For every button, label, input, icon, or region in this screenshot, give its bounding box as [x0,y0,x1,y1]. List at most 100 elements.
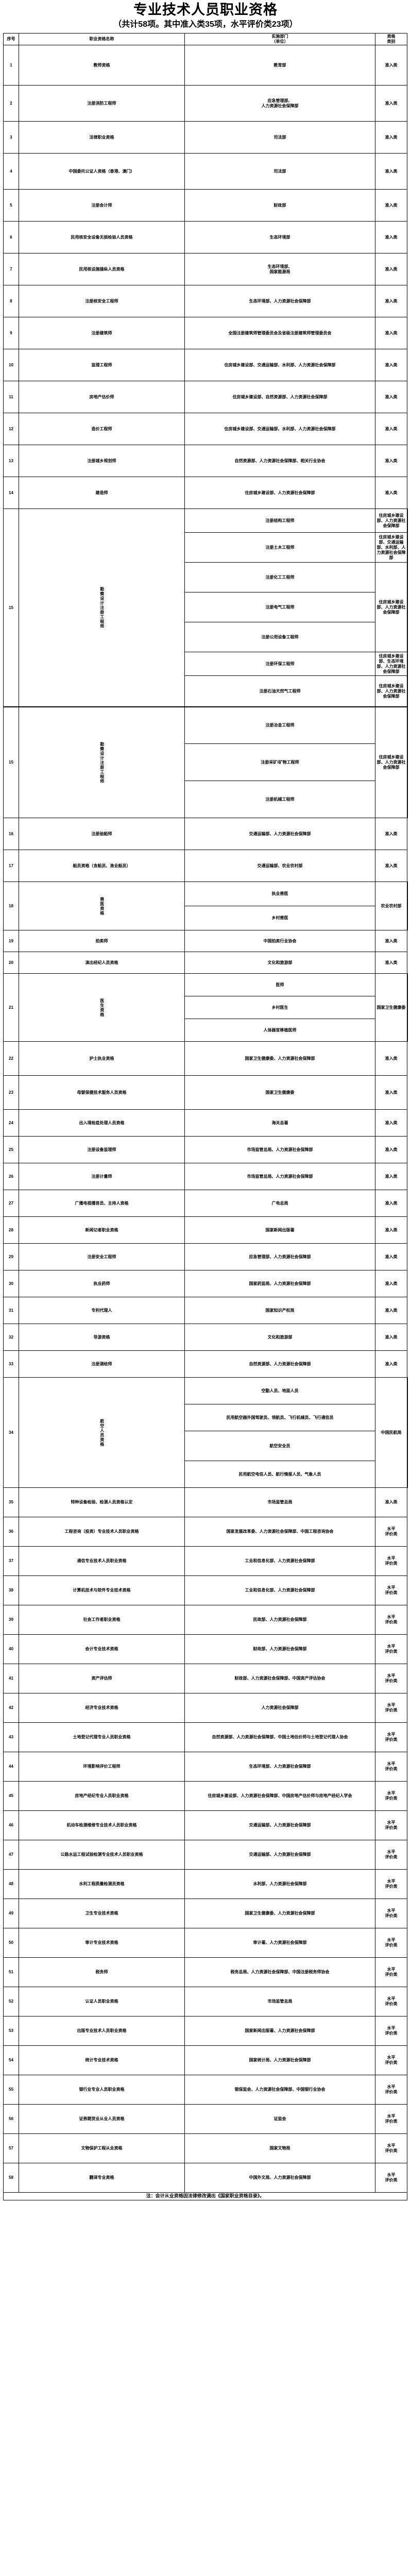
cell-line: 国家卫生健康委 [265,1090,295,1095]
cell-line: 注册验船师 [91,831,112,836]
table-row: 50 审计专业技术资格 审计署、人力资源社会保障部 水平 评价类 [3,1928,408,1958]
row-dept: 国家新闻出版署 [184,1216,375,1244]
subrow-dept: 住房城乡建设部、人力资源社会保障部 [375,509,407,533]
table-row: 35 特种设备检验、检测人员资格认定 市场监管总局 准入类 [3,1487,408,1518]
subrow-name: 注册机械工程师 [184,781,375,819]
row-name: 文物保护工程从业资格 [19,2133,185,2164]
table-row: 47 公路水运工程试验检测专业技术人员职业资格 交通运输部、人力资源社会保障部 水平评… [3,1840,408,1870]
cell-line: 海关总署 [271,1120,288,1125]
cell-line: 工程咨询（投资）专业技术人员职业资格 [64,1529,139,1534]
row-type: 准入类 [375,413,407,446]
row-name: 母婴保健技术服务人员资格 [19,1075,185,1110]
cell-line: 建造师 [95,490,108,495]
type-line2: 评价类 [385,1708,398,1713]
cell-line: 通信专业技术人员职业资格 [77,1558,127,1564]
row-type: 水平 评价类 [375,1869,407,1900]
row-type: 水平 评价类 [375,2075,407,2105]
row-type: 水平 评价类 [375,1605,407,1635]
cell-line: 房地产经纪专业人员职业资格 [75,1793,129,1799]
row-type: 水平 评价类 [375,1928,407,1958]
row-no: 52 [3,1987,19,2017]
row-type: 准入类 [375,1324,407,1351]
type-line1: 准入类 [385,1361,398,1366]
row-name: 注册计量师 [19,1163,185,1191]
header-row: 序号 职业资格名称 实施部门 （单位） 资格 类别 [3,33,408,46]
cell-line: 航空安全员 [269,1443,290,1448]
row-name: 执业药师 [19,1270,185,1298]
table-row: 52 认证人员职业资格 市场监管总局 水平 评价类 [3,1987,408,2017]
cell-line: 工业和信息化部、人力资源社会保障部 [245,1588,315,1593]
cell-line: 文物保护工程从业资格 [81,2146,123,2151]
type-line1: 准入类 [385,62,398,67]
cell-line: 生态环境部、人力资源社会保障部 [249,298,311,303]
cell-line: 应急管理部、人力资源社会保障部 [249,1254,311,1259]
cell-line: 注册城乡规划师 [87,458,116,463]
cell-line: 国家药监局、人力资源社会保障部 [249,1281,311,1286]
row-no: 23 [3,1075,19,1110]
cell-line: 环境影响评价工程师 [83,1764,121,1769]
table-row: 25 注册设备监理师 市场监管总局、人力资源社会保障部 准入类 [3,1136,408,1164]
cell-line: 统计专业技术资格 [85,2058,118,2063]
row-no: 31 [3,1297,19,1325]
row-dept: 住房城乡建设部、人力资源社会保障部 [184,477,375,510]
cell-line: 生态环境部、 [267,264,293,269]
cell-line: 注册公用设备工程师 [261,634,299,639]
row-type: 水平 评价类 [375,1693,407,1723]
row-name: 注册安全工程师 [19,1243,185,1271]
cell-line: 特种设备检验、检测人员资格认定 [71,1500,133,1505]
type-line2: 评价类 [385,1767,398,1772]
table-row: 2 注册消防工程师 应急管理部、 人力资源社会保障部 准入类 [3,85,408,122]
type-line1: 水平 [387,1791,396,1796]
row-name: 房地产估价师 [19,381,185,414]
cell-line: 水利部、人力资源社会保障部 [253,1882,307,1887]
row-no: 43 [3,1722,19,1753]
row-dept: 国家卫生健康委、人力资源社会保障部 [184,1041,375,1076]
type-line1: 准入类 [385,458,398,463]
row-dept: 国家药监局、人力资源社会保障部 [184,1270,375,1298]
cell-line: 广播电视播音员、主持人资格 [75,1200,129,1206]
row-no: 26 [3,1163,19,1191]
row-dept: 民政部、人力资源社会保障部 [184,1605,375,1635]
type-line2: 评价类 [385,1532,398,1537]
row-name: 监理工程师 [19,349,185,382]
subrow-name: 乡村医生 [184,996,375,1020]
cell-line: 机动车检测维修专业技术人员职业资格 [66,1823,137,1828]
type-line1: 水平 [387,2084,396,2090]
cell-line: 市场监管总局 [267,1500,293,1505]
row-name: 房地产经纪专业人员职业资格 [19,1781,185,1811]
row-name: 船员资格（含船员、渔业船员） [19,850,185,883]
row-name: 教师资格 [19,45,185,86]
subrow-dept: 住房城乡建设部、生态环境部、人力资源社会保障部 [375,652,407,676]
subrow-dept: 住房城乡建设部、人力资源社会保障部 [375,562,407,653]
cell-line: 公路水运工程试验检测专业技术人员职业资格 [60,1852,143,1857]
table-row: 36 工程咨询（投资）专业技术人员职业资格 国家发展改革委、人力资源社会保障部、中国… [3,1517,408,1547]
table-row: 57 文物保护工程从业资格 国家文物局 水平 评价类 [3,2133,408,2164]
subrow-name: 医师 [184,973,375,997]
cell-line: 人力资源社会保障部 [261,1705,299,1710]
row-dept: 市场监管总局 [184,1987,375,2017]
type-line2: 评价类 [385,1943,398,1948]
row-name: 民用核设施操纵人员资格 [19,253,185,286]
type-line1: 水平 [387,1908,396,1913]
row-dept: 交通运输部、农业农村部 [184,850,375,883]
row-no: 55 [3,2075,19,2105]
row-type: 准入类 [375,952,407,974]
type-line2: 评价类 [385,1737,398,1742]
type-line1: 准入类 [385,330,398,335]
row-dept: 证监会 [184,2104,375,2134]
table-note: 注：会计从业资格因法律修改调出《国家职业资格目录》。 [3,2192,407,2200]
cell-line: 医师 [276,982,284,987]
subrow-name: 注册结构工程师 [184,509,375,533]
note-row: 注：会计从业资格因法律修改调出《国家职业资格目录》。 [3,2192,408,2200]
type-line1: 水平 [387,2114,396,2119]
header-no: 序号 [3,33,19,46]
type-line2: 评价类 [385,1649,398,1654]
row-no: 10 [3,349,19,382]
row-dept: 海关总署 [184,1109,375,1137]
cell-line: 注册土木工程师 [265,545,295,550]
row-name: 注册消防工程师 [19,85,185,122]
row-name: 特种设备检验、检测人员资格认定 [19,1487,185,1518]
cell-line: 审计专业技术资格 [85,1940,118,1945]
row-no: 16 [3,818,19,851]
cell-line: 文化和旅游部 [267,960,293,965]
